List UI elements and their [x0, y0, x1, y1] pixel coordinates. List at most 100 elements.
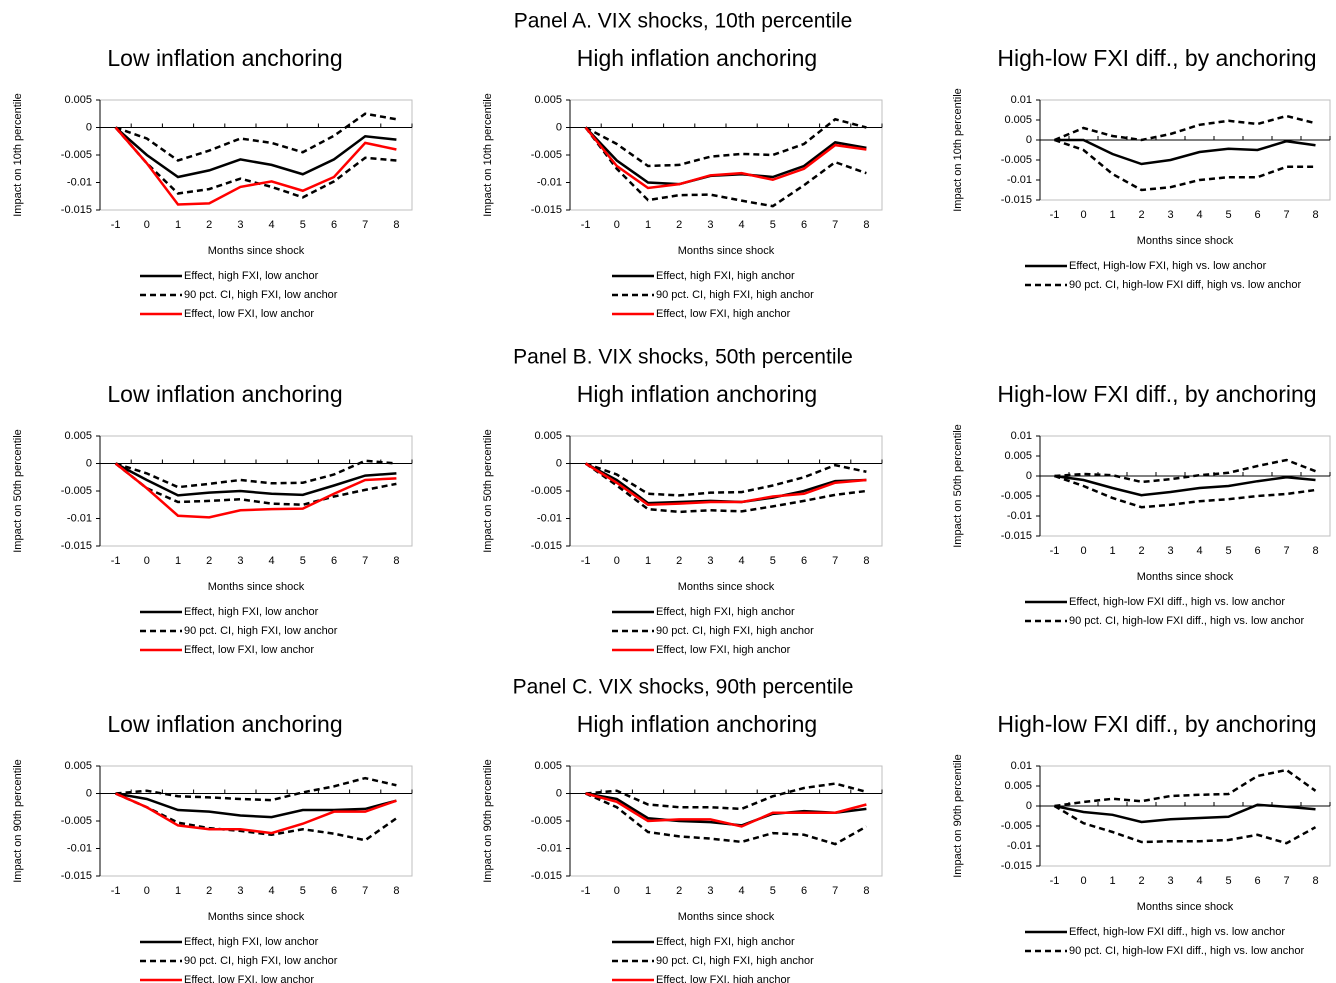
x-tick-label: 3 — [707, 555, 713, 567]
legend-label: Effect, high FXI, low anchor — [184, 606, 319, 618]
chart-title: High-low FXI diff., by anchoring — [997, 45, 1316, 71]
legend-label: Effect, High-low FXI, high vs. low ancho… — [1069, 260, 1267, 272]
x-tick-label: 0 — [1080, 545, 1086, 557]
series-line — [585, 117, 867, 168]
x-tick-label: 6 — [801, 555, 807, 567]
x-tick-label: 1 — [645, 555, 651, 567]
series-line — [114, 126, 397, 199]
y-tick-label: -0.005 — [531, 149, 562, 161]
chart-title: High inflation anchoring — [577, 45, 817, 71]
x-tick-label: 3 — [237, 219, 243, 231]
x-tick-label: 3 — [1167, 875, 1173, 887]
chart-title: Low inflation anchoring — [107, 711, 342, 737]
y-tick-label: 0 — [86, 457, 92, 469]
x-tick-label: -1 — [1050, 545, 1060, 557]
series-line — [115, 792, 397, 819]
y-tick-label: -0.01 — [1007, 840, 1032, 852]
x-tick-label: -1 — [1050, 875, 1060, 887]
series-line — [115, 792, 397, 835]
y-tick-label: 0.01 — [1011, 760, 1032, 772]
series-line — [1054, 138, 1316, 192]
chart-title: High inflation anchoring — [577, 711, 817, 737]
y-tick-label: 0 — [556, 787, 562, 799]
x-tick-label: 1 — [175, 885, 181, 897]
x-tick-label: 7 — [832, 885, 838, 897]
x-tick-label: 0 — [614, 219, 620, 231]
y-tick-label: -0.005 — [61, 815, 92, 827]
legend-label: 90 pct. CI, high-low FXI diff, high vs. … — [1069, 279, 1301, 291]
x-tick-label: 1 — [645, 885, 651, 897]
x-tick-label: 5 — [1225, 209, 1231, 221]
x-tick-label: 0 — [614, 555, 620, 567]
legend-label: 90 pct. CI, high FXI, low anchor — [184, 625, 338, 637]
x-tick-label: 6 — [1254, 545, 1260, 557]
y-tick-label: -0.015 — [1001, 530, 1032, 542]
x-axis-label: Months since shock — [208, 245, 305, 257]
x-tick-label: 0 — [1080, 875, 1086, 887]
x-tick-label: 4 — [739, 885, 745, 897]
x-tick-label: 8 — [1312, 875, 1318, 887]
x-tick-label: 4 — [1196, 209, 1202, 221]
x-tick-label: 1 — [645, 219, 651, 231]
x-tick-label: 6 — [801, 885, 807, 897]
x-tick-label: 0 — [614, 885, 620, 897]
series-line — [115, 462, 397, 497]
series-line — [1054, 768, 1317, 808]
y-tick-label: -0.015 — [61, 204, 92, 216]
x-tick-label: 6 — [331, 219, 337, 231]
y-tick-label: 0.005 — [1004, 114, 1032, 126]
panel-title: Panel B. VIX shocks, 50th percentile — [513, 346, 853, 369]
y-tick-label: -0.005 — [61, 149, 92, 161]
legend-label: 90 pct. CI, high-low FXI diff., high vs.… — [1069, 615, 1305, 627]
x-tick-label: 8 — [1312, 209, 1318, 221]
y-tick-label: 0.005 — [534, 760, 562, 772]
series-line — [585, 792, 868, 846]
x-tick-label: 2 — [676, 555, 682, 567]
x-tick-label: 6 — [801, 219, 807, 231]
y-axis-label: Impact on 50th percentile — [12, 429, 24, 553]
y-axis-label: Impact on 90th percentile — [952, 754, 964, 878]
x-tick-label: 5 — [1225, 875, 1231, 887]
x-tick-label: 4 — [269, 555, 275, 567]
x-tick-label: 2 — [1138, 545, 1144, 557]
series-line — [585, 782, 867, 811]
y-axis-label: Impact on 10th percentile — [952, 88, 964, 212]
x-tick-label: 4 — [269, 885, 275, 897]
y-tick-label: 0.01 — [1011, 430, 1032, 442]
y-tick-label: -0.01 — [537, 842, 562, 854]
legend-label: 90 pct. CI, high FXI, low anchor — [184, 955, 338, 967]
series-line — [1054, 138, 1316, 166]
x-tick-label: 7 — [1283, 545, 1289, 557]
legend-label: 90 pct. CI, high FXI, high anchor — [656, 289, 814, 301]
x-tick-label: -1 — [581, 555, 591, 567]
plot-frame — [1039, 765, 1331, 867]
x-tick-label: -1 — [1050, 209, 1060, 221]
legend-label: Effect, high FXI, low anchor — [184, 270, 319, 282]
legend-label: Effect, high FXI, high anchor — [656, 936, 795, 948]
series-line — [115, 776, 397, 802]
x-tick-label: 0 — [1080, 209, 1086, 221]
x-tick-label: 8 — [393, 885, 399, 897]
y-tick-label: 0.005 — [64, 430, 92, 442]
y-tick-label: -0.01 — [537, 512, 562, 524]
plot-frame — [569, 765, 883, 877]
plot-frame — [569, 435, 883, 547]
legend-label: Effect, high FXI, high anchor — [656, 606, 795, 618]
y-tick-label: 0 — [556, 457, 562, 469]
legend-label: 90 pct. CI, high FXI, high anchor — [656, 625, 814, 637]
x-tick-label: 7 — [362, 219, 368, 231]
y-tick-label: -0.015 — [1001, 194, 1032, 206]
x-tick-label: 8 — [863, 555, 869, 567]
x-axis-label: Months since shock — [678, 581, 775, 593]
x-tick-label: 5 — [300, 219, 306, 231]
series-line — [115, 112, 397, 162]
y-tick-label: -0.01 — [1007, 510, 1032, 522]
y-tick-label: -0.005 — [1001, 820, 1032, 832]
y-axis-label: Impact on 90th percentile — [482, 759, 494, 883]
y-axis-label: Impact on 10th percentile — [482, 93, 494, 217]
y-tick-label: -0.015 — [61, 870, 92, 882]
y-tick-label: -0.015 — [531, 870, 562, 882]
x-tick-label: 2 — [206, 219, 212, 231]
series-line — [1054, 474, 1316, 497]
x-tick-label: -1 — [581, 219, 591, 231]
